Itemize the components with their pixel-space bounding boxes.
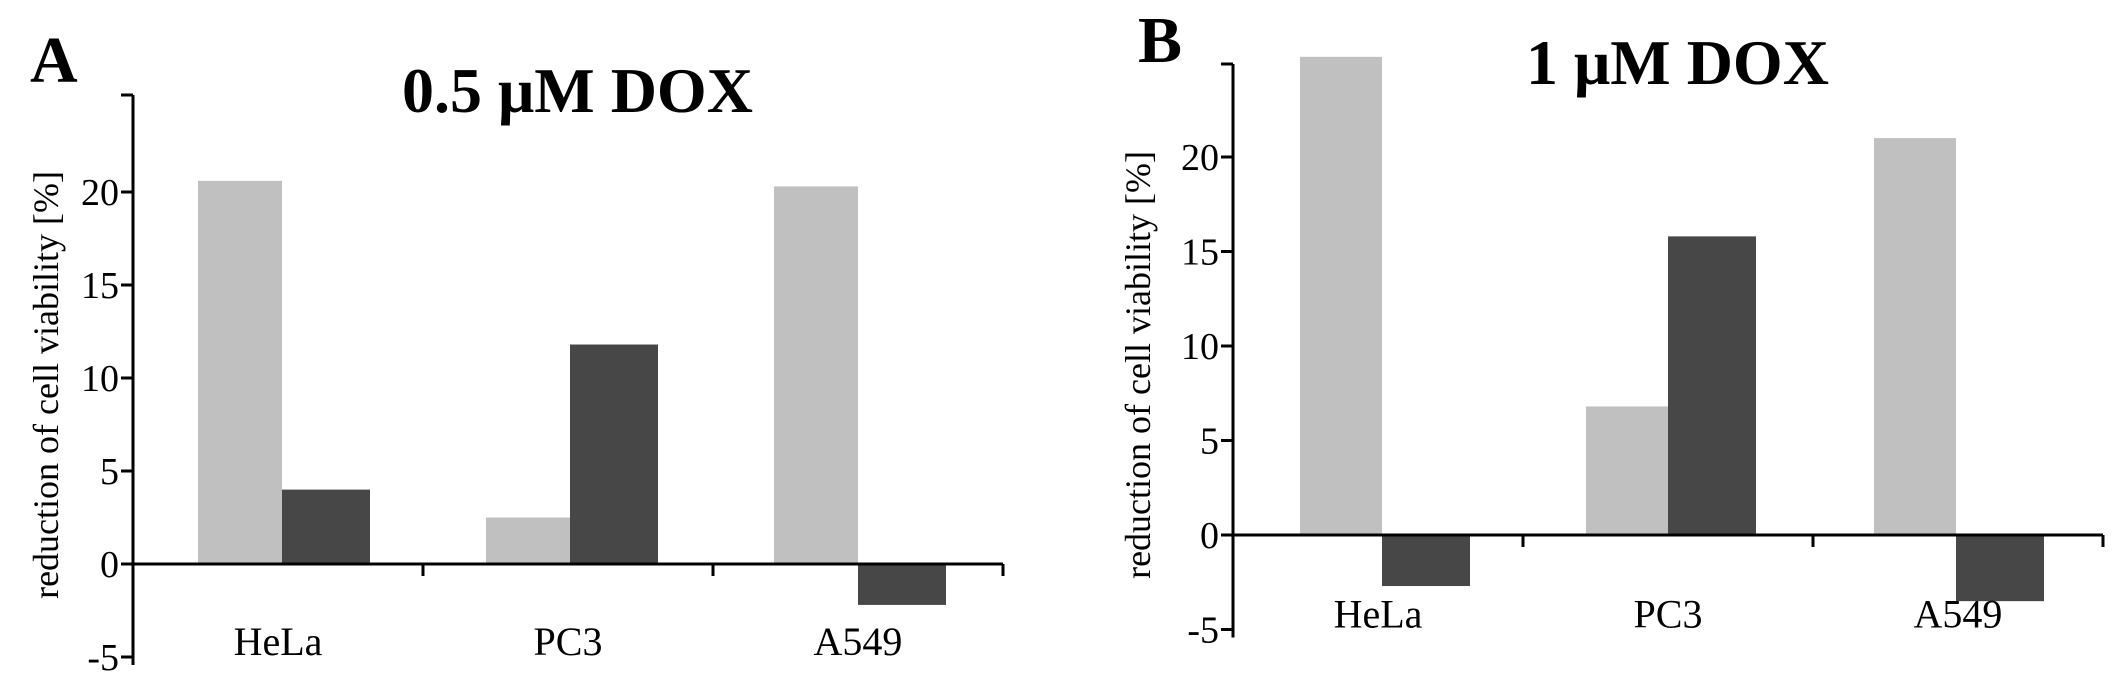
panel-b-bar-hela-series-2 (1382, 535, 1470, 587)
panel-b-bar-a549-series-2 (1956, 535, 2044, 602)
panel-b-y-axis-label: reduction of cell viability [%] (1118, 151, 1158, 579)
panel-a-y-axis-label: reduction of cell viability [%] (26, 171, 66, 599)
panel-a-title: 0.5 μM DOX (402, 55, 753, 126)
panel-b-category-label-a549: A549 (1914, 592, 2003, 637)
panel-a-y-tick-label: 0 (100, 544, 119, 586)
panel-a: A 0.5 μM DOX reduction of cell viability… (26, 24, 1005, 679)
panel-a-y-tick-label: -5 (87, 637, 119, 679)
panel-a-category-label-hela: HeLa (234, 619, 323, 664)
panel-b-category-label-pc3: PC3 (1634, 592, 1703, 637)
panel-a-y-tick-label: 20 (81, 172, 119, 214)
panel-a-plot-area: -5 0 5 10 15 20 HeLa PC3 A549 (81, 93, 1005, 679)
panel-a-bar-a549-series-2 (858, 564, 946, 605)
panel-b-bar-a549-series-1 (1874, 138, 1956, 535)
panel-a-bar-pc3-series-2 (570, 344, 658, 564)
panel-b-plot-area: -5 0 5 10 15 20 HeLa PC3 A549 (1181, 56, 2105, 652)
panel-b-bar-pc3-series-2 (1668, 236, 1756, 535)
panel-a-y-tick-label: 10 (81, 358, 119, 400)
panel-b: B 1 μM DOX reduction of cell viability [… (1118, 4, 2105, 652)
panel-b-letter: B (1138, 4, 1182, 77)
panel-b-y-tick-label: 0 (1200, 515, 1219, 557)
panel-a-bar-hela-series-1 (198, 180, 282, 564)
panel-b-bar-hela-series-1 (1300, 56, 1382, 535)
panel-b-y-tick-label: -5 (1187, 610, 1219, 652)
panel-a-category-label-a549: A549 (814, 619, 903, 664)
panel-a-category-label-pc3: PC3 (534, 619, 603, 664)
panel-a-bar-hela-series-2 (282, 489, 370, 564)
panel-a-bar-pc3-series-1 (486, 517, 570, 564)
panel-b-y-tick-label: 15 (1181, 232, 1219, 274)
panel-b-y-tick-label: 20 (1181, 137, 1219, 179)
panel-a-letter: A (30, 24, 78, 97)
panel-b-category-label-hela: HeLa (1334, 592, 1423, 637)
panel-a-y-tick-label: 15 (81, 265, 119, 307)
panel-b-y-tick-label: 10 (1181, 326, 1219, 368)
panel-b-title: 1 μM DOX (1526, 27, 1829, 98)
panel-b-y-tick-label: 5 (1200, 421, 1219, 463)
panel-a-y-tick-label: 5 (100, 451, 119, 493)
panel-a-bar-a549-series-1 (774, 186, 858, 565)
panel-b-bar-pc3-series-1 (1586, 406, 1668, 535)
